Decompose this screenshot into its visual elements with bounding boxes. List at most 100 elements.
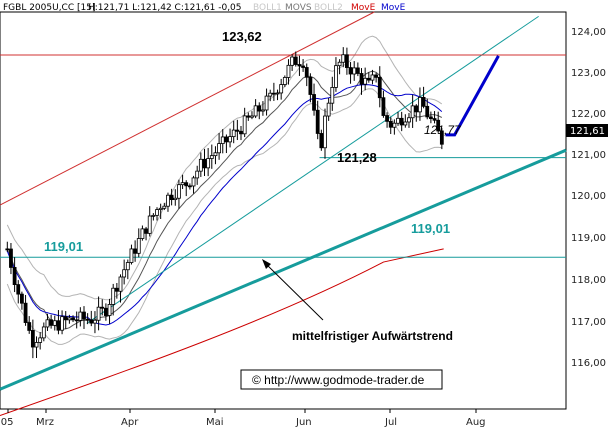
candle xyxy=(326,98,331,121)
candle-body xyxy=(334,65,338,88)
candle xyxy=(56,310,61,335)
candle-body xyxy=(206,158,211,169)
candle-body xyxy=(209,155,214,159)
candle-body xyxy=(41,326,46,339)
candle-body xyxy=(38,337,43,343)
candle xyxy=(414,104,419,122)
candle xyxy=(432,111,437,124)
candle-body xyxy=(177,184,181,199)
trend-arrow-head xyxy=(262,259,271,269)
candle-body xyxy=(162,205,167,209)
candle-body xyxy=(407,117,411,123)
candle-body xyxy=(312,94,316,111)
candle xyxy=(246,112,251,121)
candle-body xyxy=(253,105,258,117)
candle-body xyxy=(71,317,75,321)
candle xyxy=(41,322,46,342)
candle-body xyxy=(396,117,400,124)
candle-body xyxy=(67,317,72,321)
candle-body xyxy=(16,284,21,295)
candle-body xyxy=(56,320,61,331)
candle-body xyxy=(30,330,35,348)
candle-body xyxy=(45,319,50,328)
legend-boll1: BOLL1 xyxy=(253,3,282,13)
y-tick-label: 124,00 xyxy=(571,27,606,38)
candle xyxy=(396,111,400,126)
candle xyxy=(85,313,90,325)
candle-body xyxy=(166,194,170,207)
candle xyxy=(151,213,156,221)
y-tick-label: 123,00 xyxy=(571,68,606,79)
candle-body xyxy=(235,129,240,132)
candle-body xyxy=(355,67,360,74)
candle xyxy=(23,294,28,326)
candle-body xyxy=(341,54,346,63)
bollinger-lower-line xyxy=(6,88,442,345)
candle-body xyxy=(103,307,108,316)
upper-channel-line xyxy=(0,11,375,206)
candle xyxy=(271,82,276,101)
candle xyxy=(114,283,119,299)
candle-body xyxy=(93,319,97,324)
candle-body xyxy=(5,248,10,251)
copyright-box xyxy=(240,369,443,390)
candle xyxy=(129,244,134,265)
candle-body xyxy=(231,129,236,138)
candle xyxy=(323,108,327,159)
candle xyxy=(107,298,112,324)
candle-body xyxy=(268,92,273,97)
candle-body xyxy=(293,56,298,65)
candle-body xyxy=(187,185,192,188)
candle-body xyxy=(63,316,68,321)
candle-body xyxy=(129,248,134,263)
candle xyxy=(250,111,254,120)
candle xyxy=(388,117,393,135)
candle-body xyxy=(60,316,64,331)
candle xyxy=(315,100,320,140)
candle xyxy=(366,72,371,83)
candle xyxy=(374,72,379,83)
projection-line xyxy=(445,55,500,137)
candle-body xyxy=(180,182,185,186)
header-ohlc: H:121,71 L:121,42 C:121,61 -0,05 xyxy=(88,3,242,13)
candle xyxy=(308,73,313,103)
candle-body xyxy=(195,170,200,179)
candle xyxy=(253,99,258,119)
candle-body xyxy=(125,262,130,271)
candle-body xyxy=(9,248,13,268)
candle-body xyxy=(224,136,229,143)
x-tick-label: Jun xyxy=(295,417,312,428)
candle-body xyxy=(151,214,156,217)
candle xyxy=(439,128,444,150)
candle-body xyxy=(290,56,295,66)
candle xyxy=(67,314,72,324)
candle xyxy=(403,114,408,128)
candle-body xyxy=(27,322,32,331)
candle-body xyxy=(381,97,386,116)
candle xyxy=(162,202,167,211)
candle-body xyxy=(118,276,123,292)
candle xyxy=(12,257,17,293)
legend-move-blue: MovE xyxy=(381,3,406,13)
candle xyxy=(209,144,214,169)
candle-body xyxy=(436,119,441,132)
candle xyxy=(177,179,181,209)
candle xyxy=(337,59,342,75)
candle xyxy=(187,183,192,190)
y-tick-label: 122,00 xyxy=(571,109,606,120)
candle xyxy=(140,225,145,241)
candle-body xyxy=(34,342,39,348)
candle xyxy=(136,228,141,258)
candle-body xyxy=(352,67,357,75)
candle xyxy=(158,203,163,219)
candle-body xyxy=(330,87,335,104)
candle-body xyxy=(122,269,127,278)
candle-body xyxy=(315,109,320,134)
x-tick-label: Mrz xyxy=(36,417,54,428)
candle-body xyxy=(169,194,174,201)
ema-red-line xyxy=(0,248,444,417)
candle-body xyxy=(140,228,145,239)
candle xyxy=(206,148,211,177)
candle-body xyxy=(49,319,54,326)
candle-body xyxy=(220,136,225,144)
